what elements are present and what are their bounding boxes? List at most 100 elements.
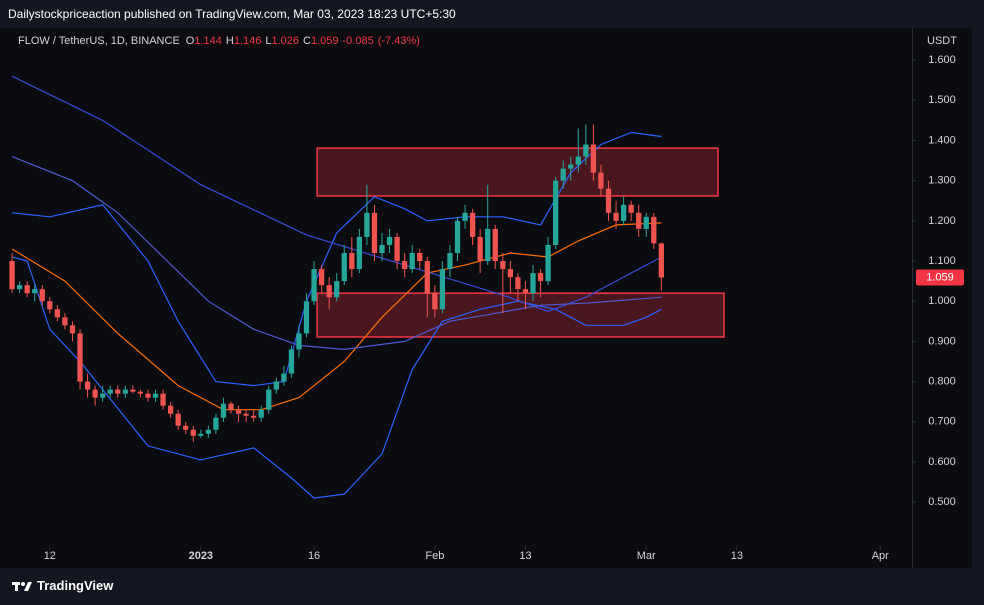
candle-body [462, 212, 468, 221]
candle-body [553, 180, 559, 245]
candle-body [77, 333, 83, 382]
candle-body [130, 389, 136, 392]
zone [316, 147, 719, 197]
candle-body [303, 301, 310, 334]
candle-body [598, 172, 604, 189]
candle-body [651, 216, 657, 244]
candle-body [485, 228, 491, 262]
candle-body [545, 244, 551, 282]
candle-body [477, 236, 483, 262]
ohlc-letter: H [225, 35, 234, 47]
price-tag-label: 1.059 [926, 271, 954, 283]
candle-body [537, 273, 544, 282]
ohlc-value: 1.144 [194, 35, 222, 47]
candle-body [190, 429, 196, 436]
candle-body [9, 261, 15, 290]
candle-body [318, 269, 325, 286]
ohlc-letter: C [303, 35, 311, 47]
candle-body [160, 393, 166, 406]
indicator-line [12, 131, 662, 387]
candle-body [349, 253, 355, 270]
candle-body [296, 333, 302, 350]
candle-body [183, 425, 189, 430]
candle-body [500, 261, 506, 270]
candle-body [590, 144, 597, 173]
indicator-line [11, 75, 662, 312]
candle-body [167, 405, 174, 414]
candle-body [243, 413, 249, 416]
candle-body [560, 168, 566, 181]
candle-body [530, 273, 536, 294]
candle-body [69, 325, 76, 334]
candle-body [24, 285, 30, 294]
indicator-line [11, 156, 662, 351]
y-tick-label: 1.000 [928, 295, 956, 307]
ohlc-letter: O [185, 35, 195, 47]
candle-body [273, 381, 279, 390]
x-tick-label: 2023 [189, 550, 213, 562]
candle-body [251, 415, 257, 418]
candle-body [643, 216, 649, 229]
zone [316, 292, 725, 338]
candle-body [386, 236, 393, 245]
symbol: FLOW / TetherUS, 1D, BINANCE [18, 35, 180, 47]
x-tick-label: Feb [425, 550, 444, 562]
candle-body [522, 289, 529, 294]
candle-body [54, 309, 61, 318]
ohlc-value: 1.146 [233, 35, 262, 47]
candle-body [220, 403, 227, 418]
logo [12, 581, 32, 591]
candle-body [281, 373, 287, 382]
ohlc-letter: L [265, 35, 272, 47]
candle-body [137, 391, 144, 394]
candle-body [32, 289, 38, 294]
candle-body [628, 204, 634, 213]
y-tick-label: 0.700 [928, 416, 956, 428]
candle-body [432, 293, 438, 310]
candle-body [454, 220, 461, 253]
candle-body [228, 403, 234, 410]
candle-body [235, 409, 242, 414]
candle-body [371, 212, 378, 253]
y-tick-label: 1.200 [928, 215, 956, 227]
x-tick-label: 16 [308, 550, 320, 562]
chart: USDT 0.500 0.600 0.700 0.800 0.900 1.000 1.100 1… [9, 28, 964, 568]
indicator-line [11, 222, 662, 411]
x-tick-label: Mar [637, 550, 656, 562]
y-tick-label: 1.300 [928, 175, 956, 187]
y-tick-label: 0.600 [928, 456, 956, 468]
candle-body [364, 212, 370, 237]
y-tick-label: 1.400 [928, 134, 956, 146]
candle-body [469, 212, 476, 237]
currency-label: USDT [927, 35, 957, 47]
candle-body [122, 389, 128, 394]
candle-body [266, 389, 272, 410]
footer-text: TradingView [37, 578, 114, 593]
candle-body [84, 381, 91, 390]
candle-body [115, 389, 121, 394]
x-tick-label: 13 [731, 550, 743, 562]
candle-body [100, 393, 106, 398]
candle-body [334, 281, 340, 298]
y-tick-label: 0.900 [928, 335, 956, 347]
footer: TradingView [12, 578, 113, 593]
candle-body [613, 212, 619, 221]
candle-body [583, 144, 589, 157]
candle-body [288, 349, 295, 374]
candle-body [636, 212, 642, 229]
header: Dailystockpriceaction published on Tradi… [8, 7, 456, 21]
candle-body [492, 228, 498, 262]
x-tick-label: 13 [519, 550, 531, 562]
y-tick-label: 0.800 [928, 375, 956, 387]
candle-body [39, 289, 45, 302]
candle-body [152, 393, 159, 398]
x-tick-label: Apr [872, 550, 889, 562]
indicator-line [11, 256, 662, 499]
candle-body [258, 409, 264, 418]
candle-body [175, 413, 181, 426]
y-tick-label: 1.600 [928, 54, 956, 66]
candle-body [213, 417, 219, 430]
y-tick-label: 1.500 [928, 94, 956, 106]
candle-body [326, 285, 332, 298]
candle-body [311, 269, 317, 302]
